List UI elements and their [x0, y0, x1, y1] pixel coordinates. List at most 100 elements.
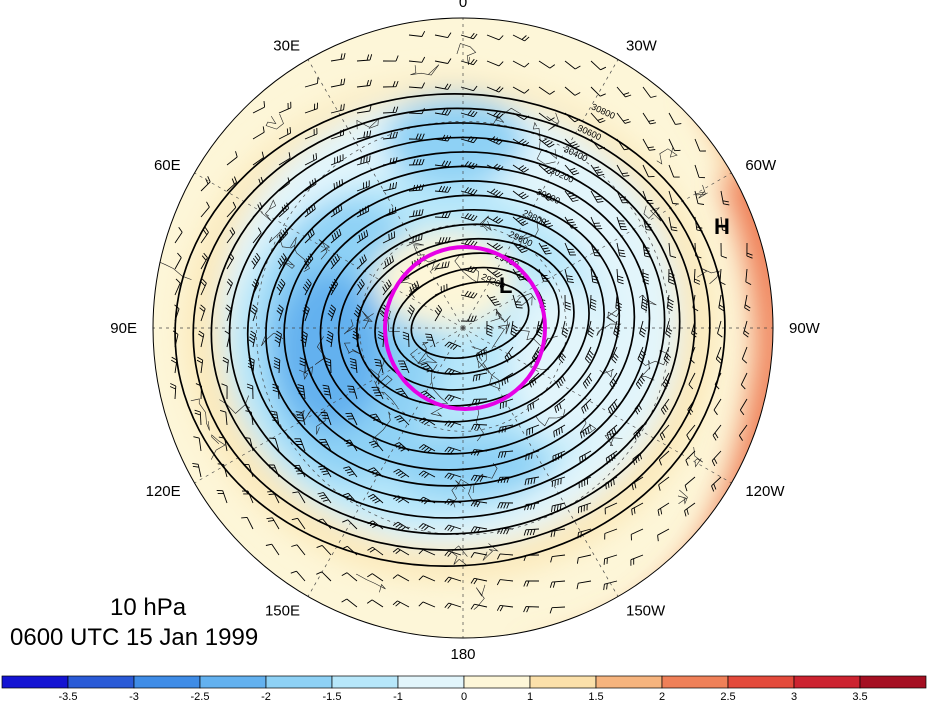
valid-time-title: 0600 UTC 15 Jan 1999 [10, 624, 259, 651]
coastline-segment [640, 349, 669, 366]
wind-barb [198, 330, 205, 348]
wind-barb [501, 372, 514, 386]
wind-barb [589, 294, 597, 311]
wind-barb [564, 294, 571, 311]
wind-barb [512, 60, 530, 68]
wind-barb [356, 279, 365, 296]
colorbar-swatch [793, 675, 861, 689]
wind-barb [739, 424, 748, 441]
wind-barb [460, 239, 478, 247]
longitude-label: 0 [459, 0, 467, 11]
wind-barb [497, 502, 514, 509]
wind-barb [526, 424, 540, 436]
wind-barb [538, 164, 555, 175]
wind-barb [584, 346, 594, 364]
wind-barb [407, 304, 415, 322]
wind-barb [302, 304, 310, 322]
wind-barb [434, 108, 452, 116]
wind-barb [347, 385, 358, 400]
wind-barb [512, 34, 530, 42]
wind-barb [278, 152, 291, 166]
wind-barb [434, 304, 443, 322]
coastline-segment [265, 113, 284, 130]
wind-barb [356, 105, 372, 114]
wind-barb [394, 415, 410, 426]
high-center-label: H [714, 214, 730, 239]
wind-barb [496, 553, 514, 560]
wind-barb [659, 424, 670, 441]
wind-barb [486, 188, 504, 198]
wind-barb [356, 205, 370, 218]
colorbar-tick-label: -1.5 [323, 691, 342, 702]
wind-barb [316, 571, 332, 582]
wind-barb [304, 228, 315, 244]
wind-barb [510, 320, 518, 338]
wind-barb [419, 390, 436, 400]
wind-barb [685, 450, 696, 466]
wind-barb [553, 424, 566, 438]
wind-barb [174, 252, 182, 270]
longitude-label: 120E [146, 483, 181, 500]
wind-barb [642, 242, 651, 258]
wind-barb [408, 158, 425, 166]
wind-barb [694, 190, 705, 205]
wind-barb [613, 320, 621, 338]
coastline-segment [492, 107, 522, 126]
wind-barb [270, 410, 280, 426]
latitude-circle [255, 120, 671, 536]
longitude-label: 150E [265, 602, 300, 619]
wind-barb [252, 227, 262, 244]
wind-barb [611, 346, 619, 364]
colorbar-tick-label: 2 [659, 691, 665, 702]
coastline-segment [491, 324, 510, 349]
wind-barb [604, 502, 618, 515]
low-center-label: L [499, 273, 512, 298]
wind-barb [486, 136, 504, 145]
wind-barb [486, 268, 503, 278]
wind-barb [471, 423, 488, 431]
wind-barb [302, 278, 312, 296]
wind-barb [382, 131, 398, 140]
wind-barb [579, 424, 592, 439]
coastline-segment [210, 434, 226, 460]
coastline-segment [677, 489, 688, 505]
wind-barb [715, 346, 723, 364]
wind-barb [486, 294, 501, 306]
wind-barb [269, 437, 280, 452]
wind-barb [444, 394, 462, 402]
coastline-segment [410, 64, 440, 76]
wind-barb [265, 543, 280, 556]
wind-barb [408, 56, 426, 63]
wind-barb [444, 368, 462, 376]
wind-barb [668, 216, 678, 232]
wind-barb [499, 398, 514, 410]
wind-barb [252, 101, 266, 114]
wind-barb [342, 492, 358, 504]
height-contour [174, 93, 726, 567]
wind-barb [418, 470, 436, 479]
wind-barb [444, 472, 462, 480]
wind-barb [639, 320, 647, 338]
wind-barb [460, 315, 477, 322]
height-contour [410, 281, 530, 359]
wind-barb [408, 209, 424, 218]
wind-barb [366, 599, 384, 608]
coastline-segment [455, 478, 479, 506]
wind-barb [564, 86, 581, 96]
wind-barb [711, 476, 722, 492]
wind-barb [694, 138, 706, 152]
wind-barb [528, 372, 540, 388]
wind-barb [486, 216, 504, 224]
wind-barb [684, 502, 696, 517]
wind-barb [200, 227, 209, 244]
wind-barb [266, 517, 280, 530]
height-contour [265, 165, 651, 487]
wind-barb [607, 398, 618, 415]
wind-barb [549, 580, 566, 588]
wind-barb [304, 77, 319, 88]
vortex-edge-ring [383, 245, 547, 411]
colorbar-swatch [199, 675, 267, 689]
wind-barb [395, 387, 410, 400]
coastline-segment [260, 199, 277, 222]
wind-barb [576, 554, 592, 564]
